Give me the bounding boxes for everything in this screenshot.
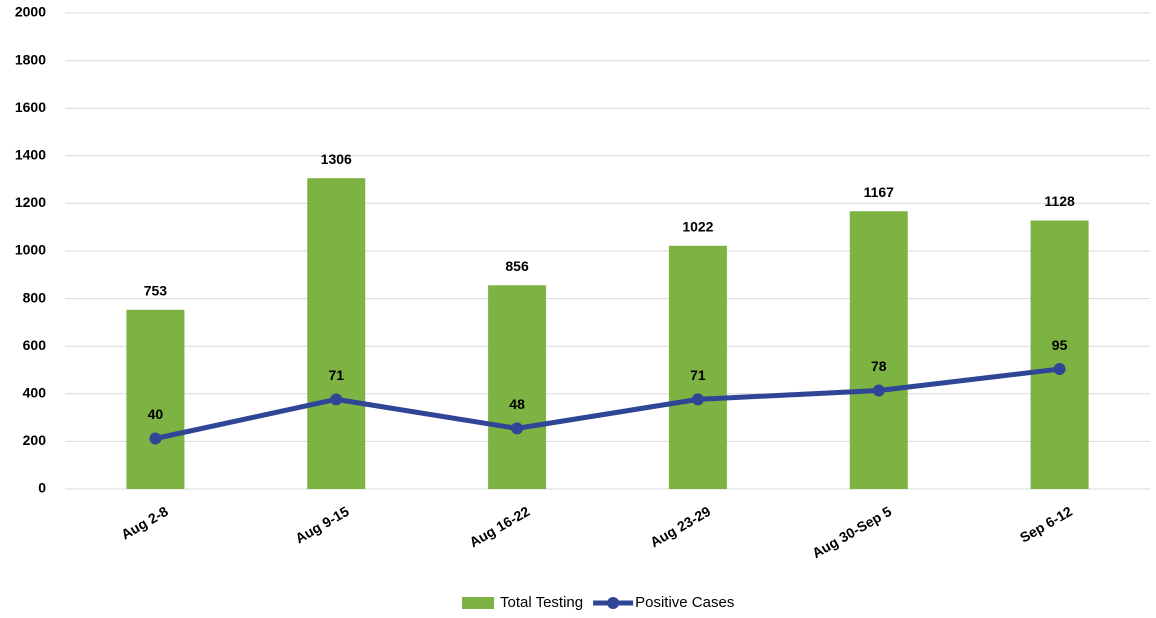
legend-swatch	[462, 597, 494, 609]
bar-value-label: 1306	[321, 151, 352, 167]
x-tick-label: Aug 16-22	[466, 503, 532, 550]
bar	[668, 245, 727, 489]
bar	[488, 285, 547, 489]
line-value-label: 78	[871, 358, 887, 374]
line-value-label: 71	[328, 367, 344, 383]
bar-value-label: 753	[144, 282, 168, 298]
line-marker	[872, 384, 885, 397]
y-tick-label: 1600	[15, 99, 46, 115]
bar-value-label: 1128	[1044, 193, 1075, 209]
bar	[307, 178, 366, 489]
bar	[126, 309, 185, 489]
y-tick-label: 600	[23, 337, 47, 353]
x-tick-label: Aug 9-15	[292, 503, 351, 547]
x-tick-label: Sep 6-12	[1017, 503, 1075, 546]
x-tick-label: Aug 23-29	[647, 503, 713, 550]
y-tick-label: 200	[23, 432, 47, 448]
y-tick-label: 2000	[15, 4, 46, 20]
x-tick-label: Aug 2-8	[118, 503, 171, 543]
legend-label: Positive Cases	[635, 594, 734, 611]
line	[154, 366, 1060, 441]
line-marker	[511, 422, 524, 435]
y-tick-label: 400	[23, 385, 47, 401]
y-tick-label: 800	[23, 289, 47, 305]
bar-value-label: 856	[505, 258, 529, 274]
y-tick-label: 1800	[15, 51, 46, 67]
bar-value-label: 1167	[864, 184, 895, 200]
x-tick-label: Aug 30-Sep 5	[809, 503, 894, 561]
bar-value-label: 1022	[682, 218, 713, 234]
line-marker	[149, 432, 162, 445]
line-value-label: 40	[148, 406, 164, 422]
line-marker	[691, 393, 704, 406]
y-tick-label: 0	[38, 480, 46, 496]
bar	[1030, 220, 1089, 489]
line-value-label: 48	[509, 396, 525, 412]
line-marker	[1053, 363, 1066, 376]
y-tick-label: 1200	[15, 194, 46, 210]
line-marker	[330, 393, 343, 406]
y-tick-label: 1400	[15, 147, 46, 163]
y-tick-label: 1000	[15, 242, 46, 258]
legend-swatch	[607, 597, 620, 609]
line-value-label: 71	[690, 367, 706, 383]
bar	[849, 211, 908, 489]
legend-label: Total Testing	[500, 594, 583, 611]
line-value-label: 95	[1052, 337, 1068, 353]
